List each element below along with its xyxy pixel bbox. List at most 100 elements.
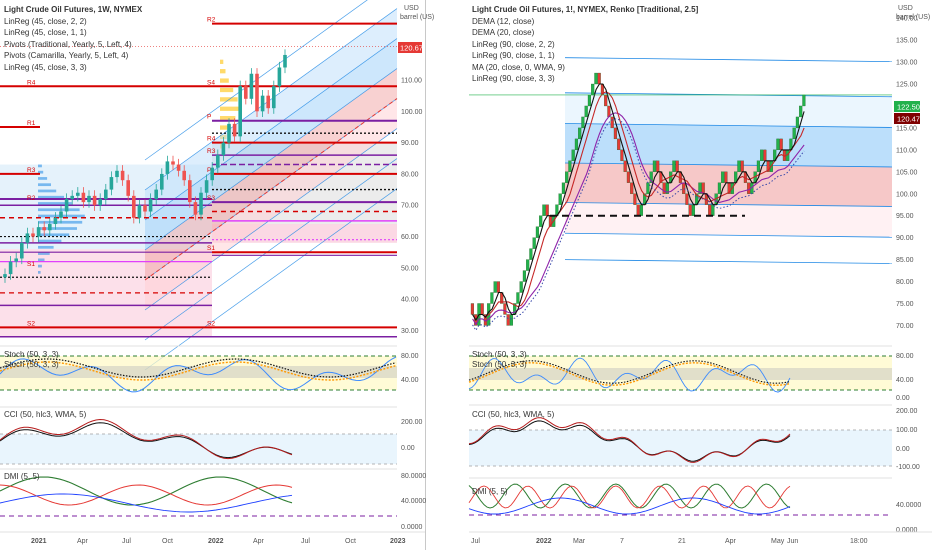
- renko-brick: [470, 303, 474, 315]
- right-legend-linreg-1: LinReg (90, close, 1, 1): [472, 51, 555, 60]
- regression-channel-line: [144, 68, 398, 251]
- volume-profile-bar-2022: [220, 106, 240, 111]
- right-price-tick: 115.00: [896, 125, 917, 132]
- pivot-label: R2: [207, 17, 216, 24]
- pivot-label: R3: [207, 148, 216, 155]
- candle-body: [277, 67, 282, 87]
- renko-brick: [522, 270, 526, 282]
- renko-brick: [672, 160, 676, 172]
- right-price-pane[interactable]: [469, 57, 893, 332]
- right-stoch-tick: 0.00: [896, 395, 910, 402]
- renko-brick: [490, 292, 494, 304]
- renko-brick: [493, 281, 497, 293]
- renko-brick: [578, 127, 582, 140]
- right-stoch-pane[interactable]: [468, 345, 892, 393]
- left-dmi-pane[interactable]: [0, 468, 397, 517]
- pivot-label: S1: [27, 261, 35, 268]
- renko-brick: [688, 204, 692, 216]
- right-time-axis[interactable]: Jul 2022 Mar 7 21 Apr May Jun 18:00: [469, 531, 932, 545]
- candle-body: [137, 205, 142, 218]
- pivot-label: S3: [207, 195, 215, 202]
- left-dmi-legend: DMI (5, 5): [4, 472, 40, 481]
- renko-brick: [698, 182, 702, 194]
- left-time-tick: 2023: [390, 538, 406, 545]
- right-time-tick: 7: [620, 538, 624, 545]
- left-legend-linreg-2: LinReg (45, close, 2, 2): [4, 17, 87, 26]
- left-time-tick: Oct: [345, 538, 356, 545]
- left-cci-pane[interactable]: [0, 406, 397, 465]
- left-time-tick: 2022: [208, 538, 224, 545]
- renko-brick: [662, 182, 666, 194]
- cci-line: [468, 417, 791, 463]
- candle-body: [87, 195, 91, 203]
- renko-brick: [721, 171, 725, 183]
- window-gap: [425, 0, 469, 550]
- candle-body: [48, 224, 52, 231]
- candle-body: [216, 155, 220, 168]
- regression-band: [145, 8, 397, 220]
- candle-body: [92, 195, 97, 206]
- right-cci-tick: 200.00: [896, 408, 918, 415]
- pivot-label: S4: [207, 79, 215, 86]
- ma-wma-line: [472, 112, 805, 326]
- renko-brick: [737, 160, 741, 172]
- candle-body: [266, 95, 270, 109]
- left-time-axis[interactable]: 2021 Apr Jul Oct 2022 Apr Jul Oct 2023: [0, 531, 425, 545]
- left-cci-legend: CCI (50, hlc3, WMA, 5): [4, 410, 87, 419]
- cci-band: [0, 434, 397, 464]
- right-stoch-legend-2: Stoch (50, 3, 3): [472, 360, 527, 369]
- dema-12-line: [472, 83, 805, 322]
- volume-profile-bar-2022: [220, 78, 229, 83]
- regression-band: [145, 98, 397, 310]
- left-stoch-tick: 80.00: [401, 353, 419, 360]
- right-price-axis[interactable]: 140.00 135.00 130.00 125.00 115.00 110.00 105.…: [896, 16, 921, 534]
- renko-brick: [646, 182, 650, 194]
- left-stoch-legend-2: Stoch (50, 3, 3): [4, 360, 59, 369]
- right-unit-usd: USD: [898, 5, 913, 12]
- linreg-dotted-line: [472, 118, 805, 332]
- right-badge-dark: 120.47: [897, 115, 920, 124]
- renko-brick: [763, 149, 767, 161]
- left-price-tick: 70.00: [401, 203, 419, 210]
- left-stoch-pane[interactable]: [0, 345, 397, 393]
- volume-profile-bar: [38, 264, 42, 268]
- right-price-tick: 110.00: [896, 147, 917, 154]
- renko-brick: [717, 182, 721, 194]
- left-price-pane[interactable]: R2 R4 R1 R3 R2 P S1 S2 S4 R4 R3 P S3 S1 S2: [0, 0, 398, 371]
- left-cci-tick: 200.00: [401, 419, 423, 426]
- dmi-minus-line: [468, 485, 791, 509]
- volume-profile-bar-2022: [220, 116, 236, 121]
- renko-brick: [568, 160, 572, 172]
- renko-brick: [535, 226, 539, 238]
- left-price-tick: 40.00: [401, 297, 419, 304]
- left-chart-window[interactable]: R2 R4 R1 R3 R2 P S1 S2 S4 R4 R3 P S3 S1 S2 110.00 100.0…: [0, 0, 434, 545]
- candle-body: [76, 192, 80, 196]
- renko-brick: [509, 314, 513, 326]
- adx-line: [0, 493, 293, 513]
- right-cci-tick: 0.00: [896, 446, 910, 453]
- candle-body: [255, 73, 259, 112]
- pivot-label: R3: [27, 167, 36, 174]
- right-cci-pane[interactable]: [468, 404, 892, 467]
- right-price-tick: 75.00: [896, 301, 914, 308]
- renko-brick: [506, 314, 510, 326]
- candle-body: [126, 180, 130, 196]
- renko-brick: [708, 204, 712, 216]
- right-chart-window[interactable]: 140.00 135.00 130.00 125.00 115.00 110.00 105.…: [468, 5, 932, 545]
- renko-brick: [604, 94, 608, 107]
- candle-body: [171, 161, 175, 165]
- right-time-tick: Jul: [471, 538, 480, 545]
- cci-band: [469, 430, 892, 466]
- regression-channel-line: [144, 8, 398, 191]
- regression-channel-line: [564, 57, 893, 63]
- renko-brick: [496, 281, 500, 293]
- regression-channel-line: [564, 162, 893, 168]
- right-dmi-pane[interactable]: [468, 477, 892, 516]
- right-cci-legend: CCI (50, hlc3, WMA, 5): [472, 410, 555, 419]
- left-price-axis[interactable]: 110.00 100.00 90.00 80.00 70.00 60.00 50.00 40.…: [401, 78, 426, 531]
- candle-body: [31, 233, 35, 237]
- right-legend-ma: MA (20, close, 0, WMA, 9): [472, 63, 565, 72]
- renko-brick: [587, 94, 591, 107]
- volume-profile-bar: [38, 170, 44, 174]
